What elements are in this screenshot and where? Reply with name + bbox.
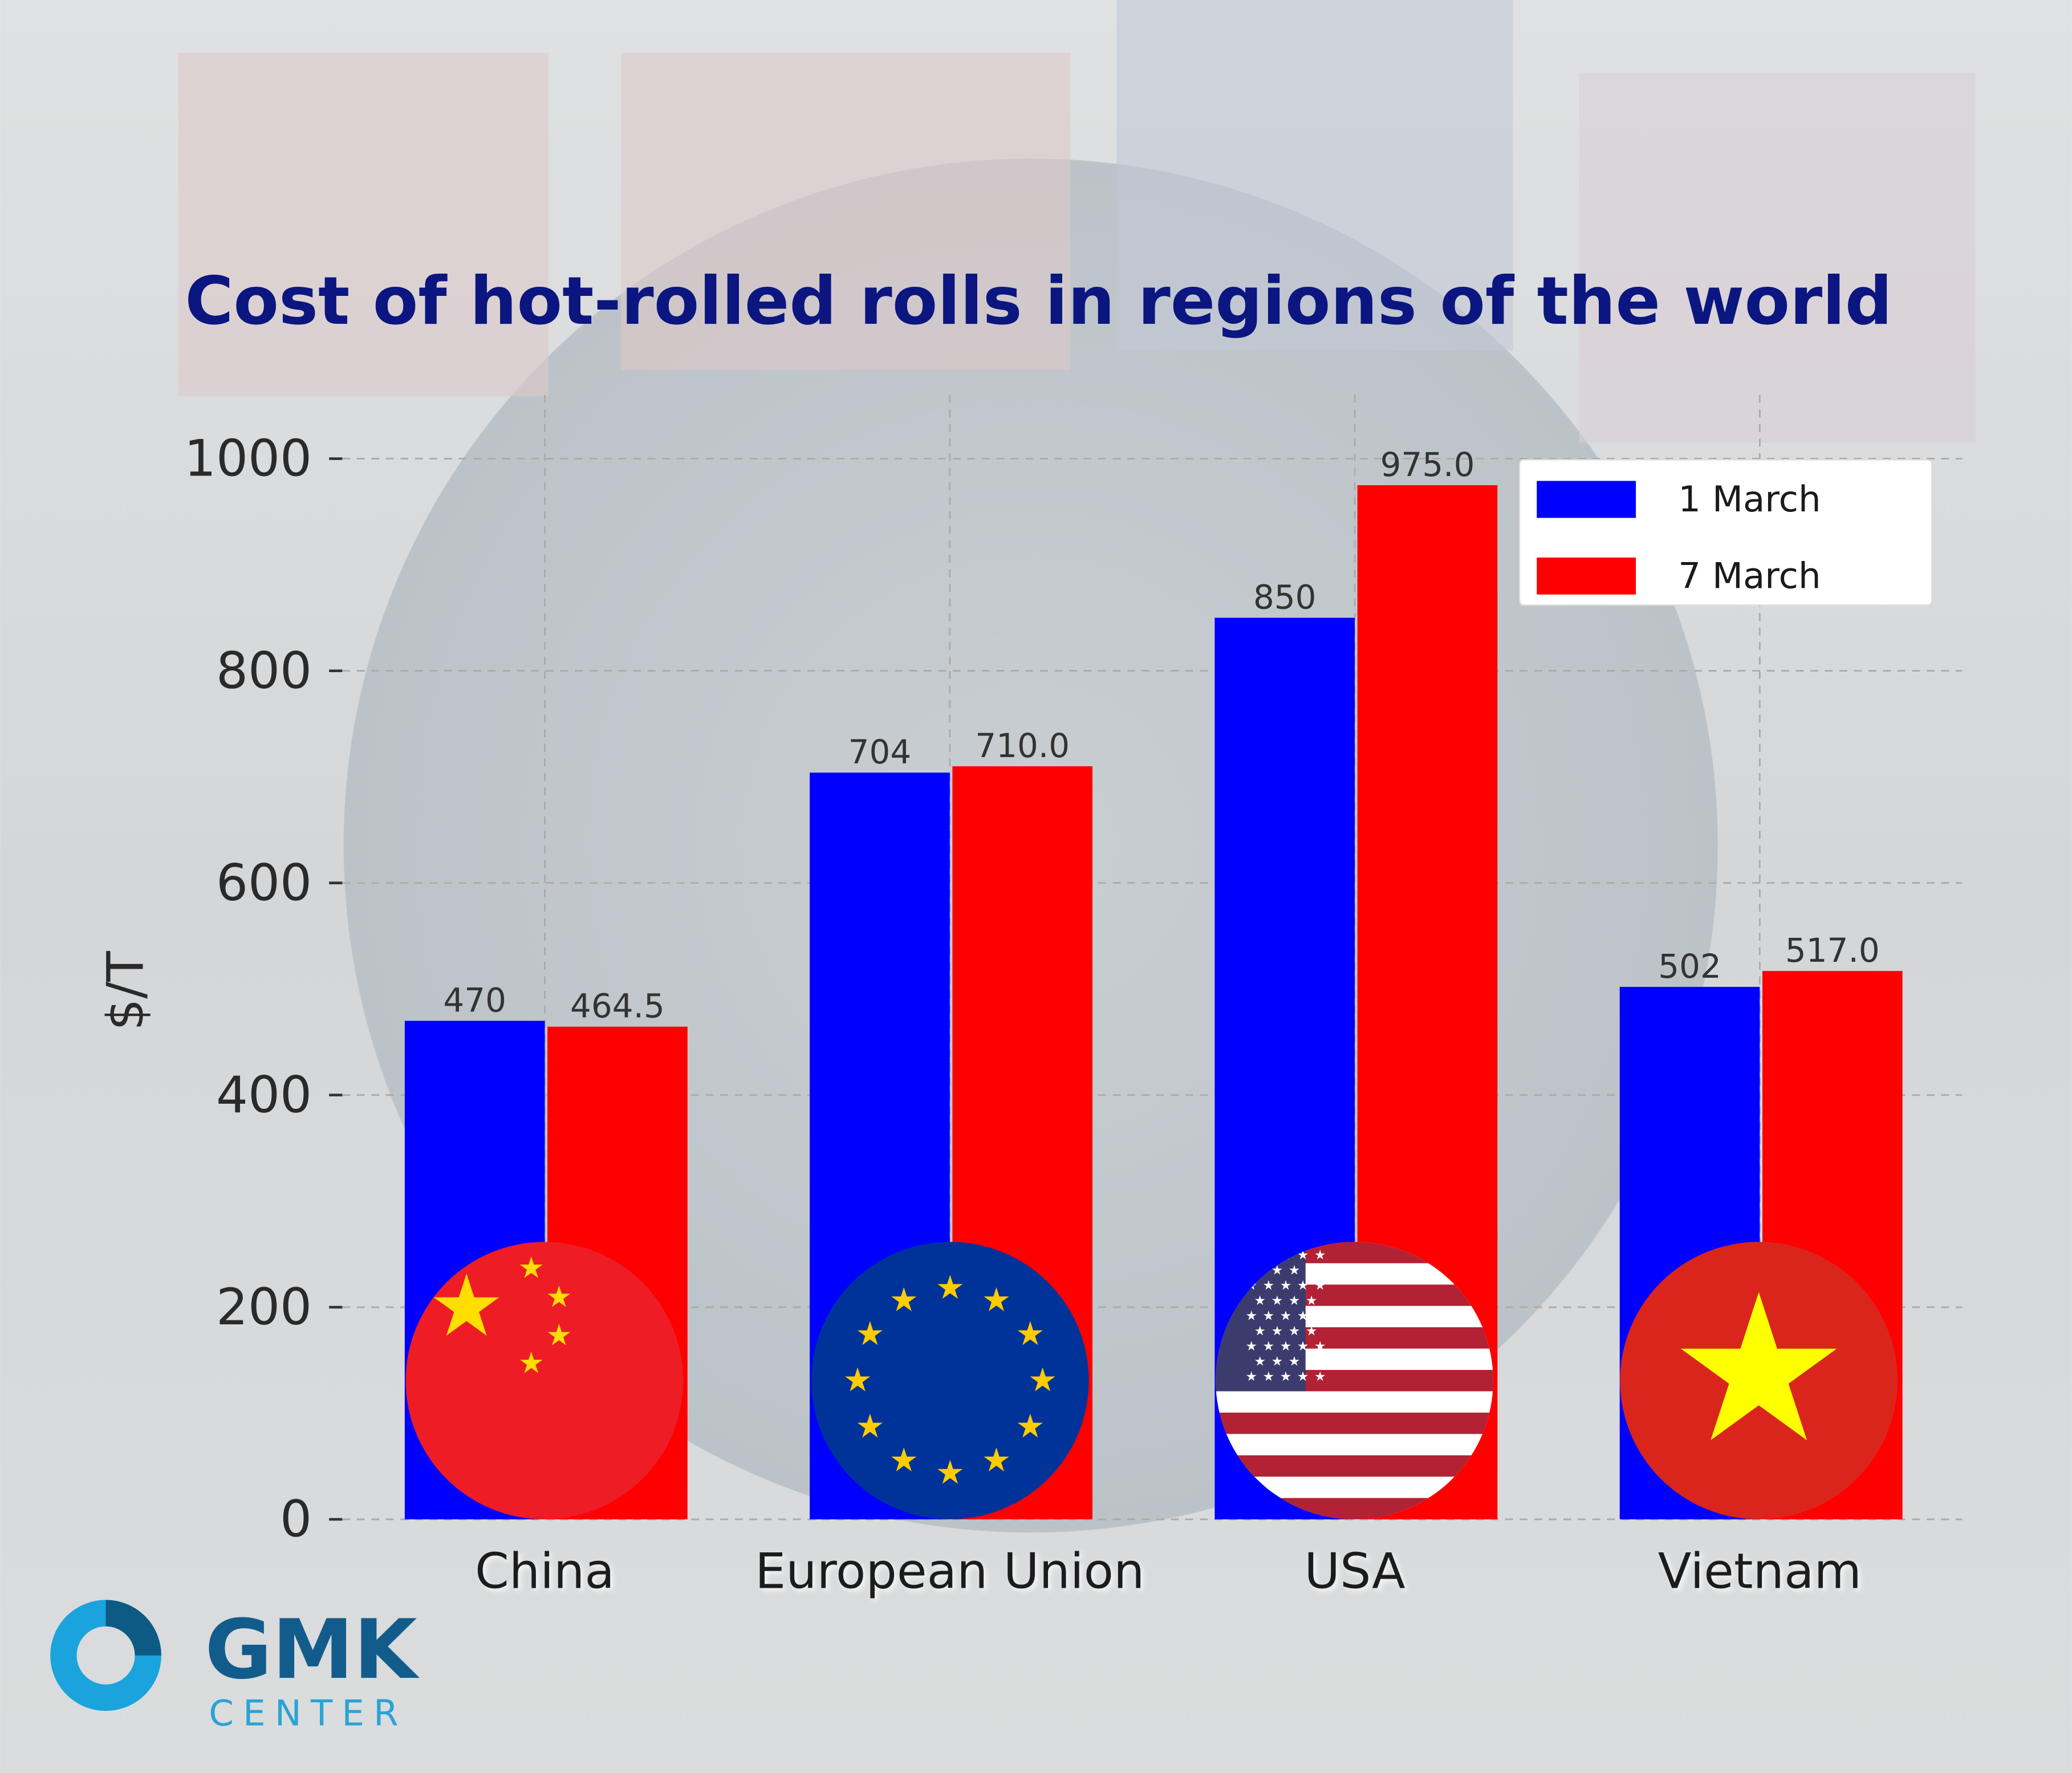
x-tick-label: European Union xyxy=(755,1543,1144,1600)
logo: GMK CENTER xyxy=(50,1600,420,1734)
chart-title: Cost of hot-rolled rolls in regions of t… xyxy=(185,263,1892,340)
background-flag xyxy=(1116,0,1513,351)
value-label: 710.0 xyxy=(975,726,1070,765)
flag-stripe xyxy=(1216,1455,1493,1477)
legend-swatch xyxy=(1537,481,1636,518)
background-flag xyxy=(1579,72,1976,443)
y-tick-label: 800 xyxy=(216,641,312,700)
background-flag xyxy=(178,52,549,397)
value-label: 502 xyxy=(1658,947,1721,986)
x-tick-label: USA xyxy=(1304,1543,1405,1600)
flag-stripe xyxy=(1216,1412,1493,1434)
logo-mark xyxy=(105,1600,161,1656)
x-tick-label: China xyxy=(475,1543,615,1600)
y-tick-label: 0 xyxy=(280,1490,312,1548)
flag-china xyxy=(405,1242,684,1520)
logo-subtitle: CENTER xyxy=(209,1693,408,1734)
y-tick-label: 200 xyxy=(216,1278,312,1336)
logo-name: GMK xyxy=(205,1602,420,1697)
legend-swatch xyxy=(1537,557,1636,595)
value-label: 975.0 xyxy=(1380,445,1475,484)
y-tick-label: 400 xyxy=(216,1066,312,1124)
value-label: 850 xyxy=(1253,578,1317,616)
y-axis-label: $/T xyxy=(96,950,155,1031)
flag-usa xyxy=(1216,1242,1493,1520)
legend: 1 March 7 March xyxy=(1519,459,1933,606)
y-tick-label: 600 xyxy=(216,853,312,912)
legend-label: 7 March xyxy=(1678,555,1821,596)
value-label: 464.5 xyxy=(570,987,665,1026)
flag-vietnam xyxy=(1620,1242,1898,1520)
value-label: 517.0 xyxy=(1785,931,1880,970)
x-tick-label: Vietnam xyxy=(1658,1543,1862,1600)
value-label: 470 xyxy=(443,981,506,1019)
y-tick-label: 1000 xyxy=(184,429,312,488)
flag-eu xyxy=(811,1242,1089,1520)
background-flag xyxy=(621,52,1071,370)
value-label: 704 xyxy=(848,733,912,771)
legend-label: 1 March xyxy=(1678,478,1821,520)
